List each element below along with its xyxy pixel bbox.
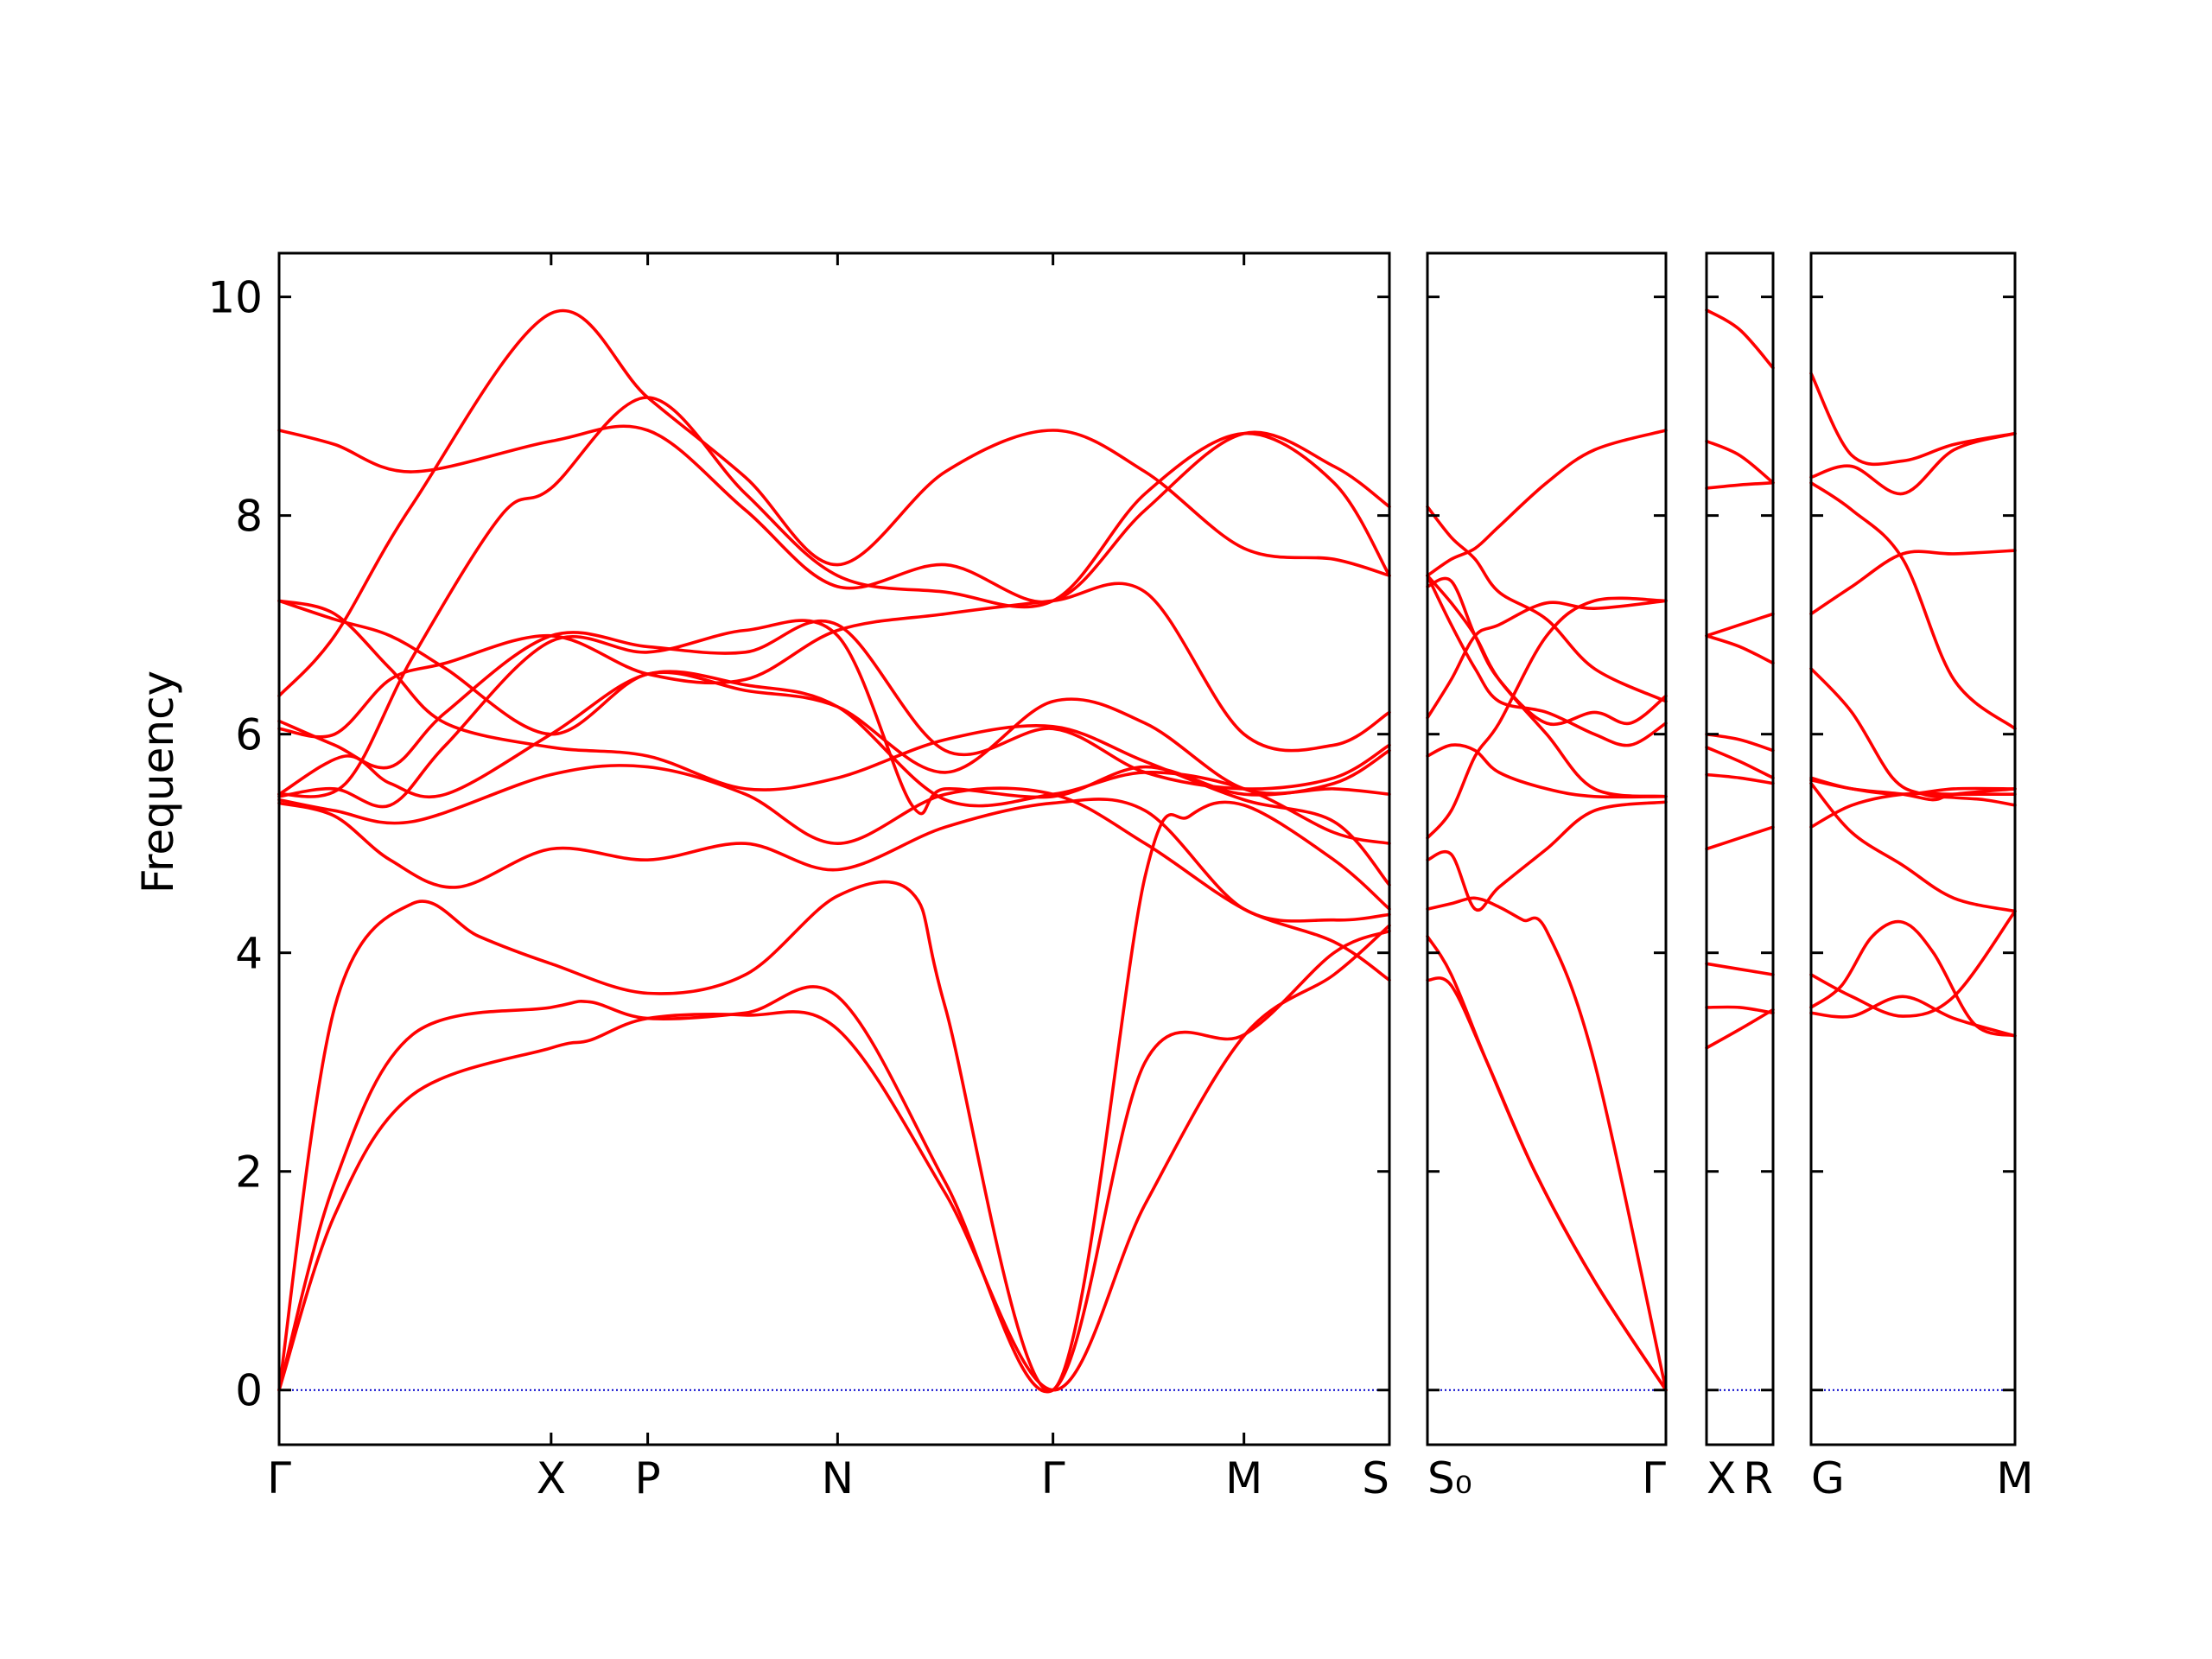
band-6-line — [1705, 746, 1775, 780]
band-8-line — [277, 582, 1391, 753]
x-tick-label: R — [1743, 1453, 1773, 1503]
band-3-line — [277, 800, 1391, 1393]
x-tick-label: Γ — [1642, 1453, 1666, 1503]
x-tick-label: M — [1996, 1453, 2033, 1503]
x-tick-label: S — [1362, 1453, 1389, 1503]
band-1-line — [1705, 1007, 1775, 1050]
band-4-line — [1705, 825, 1775, 851]
band-7-line — [1426, 599, 1668, 720]
band-4-line — [1426, 800, 1668, 912]
x-tick-label: X — [537, 1453, 566, 1503]
x-tick-label: S₀ — [1427, 1453, 1472, 1503]
band-3-line — [1809, 919, 2017, 1038]
panel-frame — [1809, 251, 2017, 1446]
y-tick-label: 2 — [235, 1147, 263, 1198]
band-2-line — [1426, 934, 1668, 1392]
y-tick-label: 4 — [235, 929, 263, 979]
band-6-line — [1426, 596, 1668, 840]
y-tick-label: 8 — [235, 492, 263, 542]
band-3-line — [1426, 896, 1668, 1392]
band-6-line — [277, 619, 1391, 816]
band-1-line — [277, 924, 1391, 1392]
x-tick-label: M — [1225, 1453, 1262, 1503]
band-4-line — [277, 798, 1391, 923]
band-3-line — [1705, 962, 1775, 976]
x-tick-label: N — [822, 1453, 854, 1503]
panel-frame — [277, 251, 1391, 1446]
band-11-line — [1426, 429, 1668, 577]
band-8-line — [1705, 634, 1775, 665]
x-tick-label: Γ — [1041, 1453, 1065, 1503]
band-7-line — [277, 670, 1391, 845]
band-5-line — [277, 764, 1391, 982]
y-tick-label: 10 — [207, 273, 263, 323]
y-tick-label: 0 — [235, 1366, 263, 1416]
band-9-line — [1426, 574, 1668, 747]
band-8-line — [1809, 667, 2017, 807]
band-11-line — [1809, 372, 2017, 467]
x-tick-label: Γ — [267, 1453, 291, 1503]
band-6-line — [1809, 781, 2017, 913]
panels-layer: Γ X P N Γ M S S₀ Γ X R G M — [267, 251, 2034, 1503]
x-tick-label: P — [635, 1453, 661, 1503]
y-tick-labels: 0 2 4 6 8 10 — [207, 273, 263, 1416]
panel-frame — [1705, 251, 1775, 1446]
band-7-line — [1809, 549, 2017, 616]
band-10-line — [1705, 480, 1775, 490]
band-11-line — [1705, 439, 1775, 485]
band-14-line — [277, 396, 1391, 798]
x-tick-label: X — [1707, 1453, 1736, 1503]
band-9-line — [1809, 431, 2017, 496]
band-10-line — [277, 599, 1391, 887]
band-12-line — [1809, 779, 2017, 802]
band-10-line — [1809, 480, 2017, 731]
band-10-line — [1426, 576, 1668, 727]
band-9-line — [1705, 612, 1775, 638]
band-2-line — [277, 929, 1391, 1394]
band-5-line — [1705, 772, 1775, 785]
band-12-line — [277, 308, 1391, 698]
panel-2: S₀ Γ — [1426, 251, 1668, 1503]
band-12-line — [1705, 308, 1775, 370]
band-13-line — [277, 424, 1391, 604]
y-tick-label: 6 — [235, 710, 263, 760]
band-12-line — [1426, 505, 1668, 703]
band-5-line — [1426, 743, 1668, 799]
panel-frame — [1426, 251, 1668, 1446]
band-11-line — [277, 599, 1391, 796]
x-tick-label: G — [1811, 1453, 1845, 1503]
band-2-line — [1809, 909, 2017, 1018]
y-axis-label: Frequency — [133, 671, 183, 893]
band-2-line — [1705, 1005, 1775, 1015]
